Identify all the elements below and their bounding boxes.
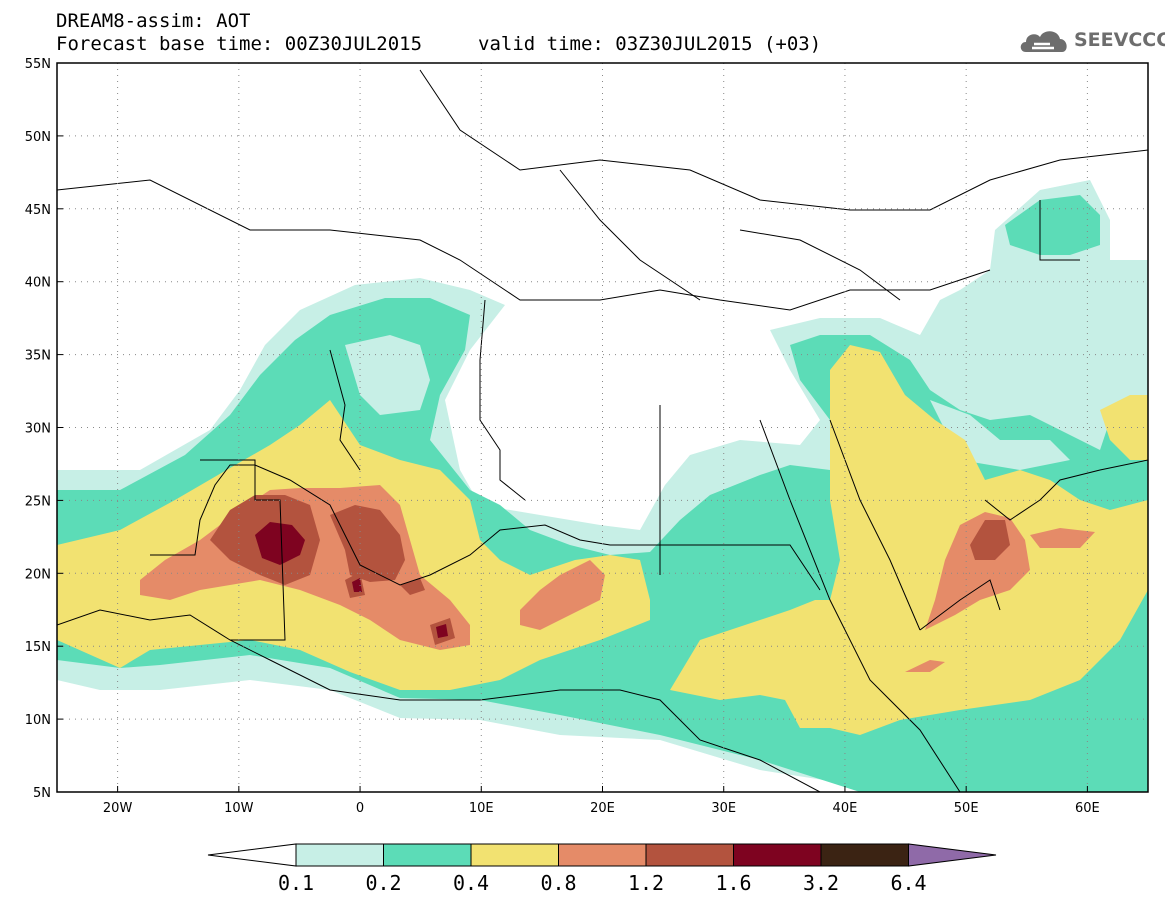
lon-label: 60E [1075, 801, 1100, 816]
colorbar-label: 0.1 [278, 871, 314, 895]
latitude-labels: 55N 50N 45N 40N 35N 30N 25N 20N 15N 10N 5N [25, 57, 51, 801]
lat-label: 45N [25, 203, 51, 218]
aot-contours [57, 180, 1148, 792]
colorbar-label: 0.4 [453, 871, 489, 895]
longitude-labels: 20W 10W 0 10E 20E 30E 40E 50E 60E [103, 801, 1100, 816]
lat-label: 30N [25, 422, 51, 437]
colorbar-under-arrow [207, 843, 297, 867]
lon-label: 40E [833, 801, 858, 816]
lat-label: 55N [25, 57, 51, 72]
colorbar-label: 3.2 [803, 871, 839, 895]
cloud-logo-icon [1020, 31, 1067, 52]
colorbar-label: 6.4 [890, 871, 926, 895]
forecast-base-time: Forecast base time: 00Z30JUL2015 [56, 33, 423, 55]
aot-level-1.6 [255, 522, 448, 638]
lon-label: 20W [103, 801, 133, 816]
axis-ticks [57, 62, 1088, 793]
lon-label: 10W [224, 801, 254, 816]
lat-label: 20N [25, 567, 51, 582]
colorbar-label: 0.2 [365, 871, 401, 895]
lat-label: 50N [25, 130, 51, 145]
colorbar-swatch [295, 843, 384, 867]
political-boundaries [57, 69, 1148, 792]
lat-label: 25N [25, 494, 51, 509]
lat-label: 10N [25, 713, 51, 728]
lon-label: 10E [469, 801, 494, 816]
colorbar-swatch [645, 843, 734, 867]
lon-label: 30E [711, 801, 736, 816]
lon-label: 0 [356, 801, 364, 816]
colorbar-swatch [820, 843, 909, 867]
lat-label: 5N [33, 786, 51, 801]
seevccc-logo: SEEVCCC [1018, 24, 1165, 58]
colorbar-swatch [558, 843, 647, 867]
aot-level-0.4 [57, 345, 1148, 735]
colorbar: 0.1 0.2 0.4 0.8 1.2 1.6 3.2 6.4 [207, 843, 997, 895]
valid-time: valid time: 03Z30JUL2015 (+03) [478, 33, 822, 55]
map-title: DREAM8-assim: AOT [56, 10, 251, 32]
colorbar-swatch [733, 843, 822, 867]
lat-label: 40N [25, 276, 51, 291]
lat-label: 35N [25, 349, 51, 364]
colorbar-over-arrow [908, 843, 997, 867]
colorbar-label: 1.2 [628, 871, 664, 895]
lon-label: 50E [954, 801, 979, 816]
lon-label: 20E [590, 801, 615, 816]
colorbar-swatch [470, 843, 559, 867]
colorbar-swatch [383, 843, 472, 867]
colorbar-label: 0.8 [540, 871, 576, 895]
logo-text: SEEVCCC [1074, 29, 1165, 51]
colorbar-label: 1.6 [715, 871, 751, 895]
lat-label: 15N [25, 640, 51, 655]
